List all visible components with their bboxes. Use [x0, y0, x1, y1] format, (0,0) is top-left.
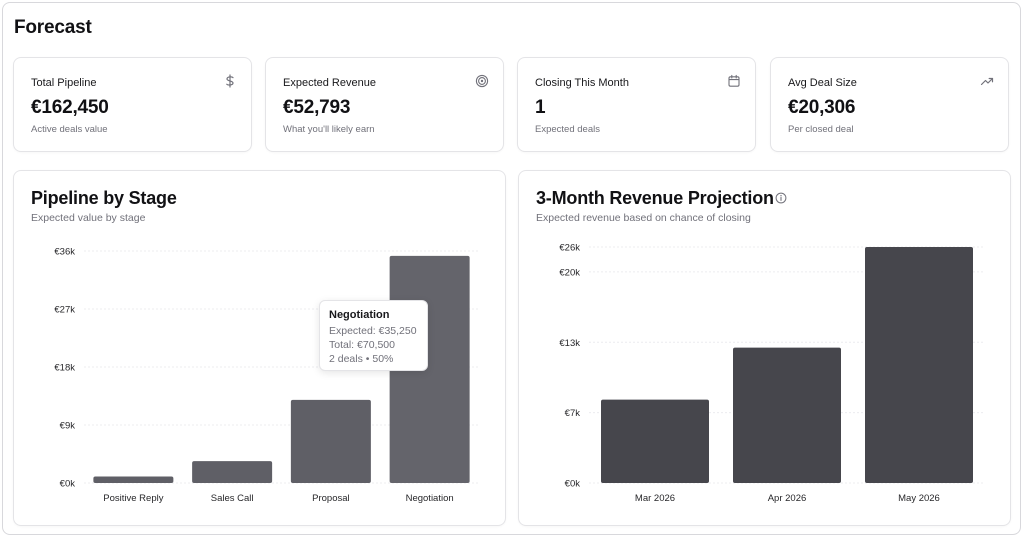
kpi-subtext: Active deals value: [31, 124, 108, 135]
x-tick-label: Mar 2026: [635, 493, 675, 504]
kpi-subtext: Expected deals: [535, 124, 600, 135]
chart-title: Pipeline by Stage: [31, 188, 177, 208]
y-tick-label: €7k: [565, 408, 581, 419]
kpi-card-closing-this-month: Closing This Month 1 Expected deals: [517, 57, 756, 152]
info-icon[interactable]: [775, 192, 787, 204]
calendar-icon: [728, 74, 740, 87]
revenue-bar-chart: €0k €7k €13k €20k €26k Mar 2026 Apr 2026 May 20…: [559, 243, 985, 504]
x-tick-label: Apr 2026: [768, 493, 807, 504]
kpi-subtext: What you'll likely earn: [283, 124, 375, 135]
bar-apr-2026[interactable]: [733, 347, 841, 483]
x-tick-label: Negotiation: [406, 493, 454, 504]
kpi-label: Total Pipeline: [31, 77, 97, 89]
y-tick-label: €9k: [60, 421, 76, 432]
kpi-value: 1: [535, 97, 546, 118]
y-tick-label: €18k: [54, 363, 75, 374]
bar-proposal[interactable]: [290, 399, 371, 483]
kpi-subtext: Per closed deal: [788, 124, 854, 135]
chart-subtitle: Expected revenue based on chance of clos…: [536, 212, 751, 224]
y-tick-label: €0k: [565, 479, 581, 490]
bar-may-2026[interactable]: [865, 247, 973, 483]
chart-subtitle: Expected value by stage: [31, 212, 146, 224]
kpi-card-expected-revenue: Expected Revenue €52,793 What you'll lik…: [265, 57, 504, 152]
bar-positive-reply[interactable]: [93, 476, 174, 483]
y-tick-label: €36k: [54, 247, 75, 258]
x-tick-label: Sales Call: [211, 493, 254, 504]
y-tick-label: €26k: [559, 243, 580, 254]
x-tick-label: May 2026: [898, 493, 940, 504]
y-tick-label: €20k: [559, 267, 580, 278]
y-tick-label: €0k: [60, 479, 76, 490]
tooltip-deals: 2 deals • 50%: [329, 353, 394, 365]
chart-title: 3-Month Revenue Projection: [536, 188, 774, 208]
page-title: Forecast: [14, 17, 92, 38]
kpi-label: Avg Deal Size: [788, 77, 857, 89]
kpi-value: €52,793: [283, 97, 351, 118]
x-tick-label: Positive Reply: [103, 493, 163, 504]
trending-up-icon: [980, 77, 994, 86]
kpi-card-avg-deal-size: Avg Deal Size €20,306 Per closed deal: [770, 57, 1009, 152]
y-tick-label: €27k: [54, 305, 75, 316]
kpi-value: €20,306: [788, 97, 856, 118]
bar-mar-2026[interactable]: [601, 399, 709, 483]
chart-tooltip: Negotiation Expected: €35,250 Total: €70…: [319, 300, 428, 371]
kpi-value: €162,450: [31, 97, 109, 118]
tooltip-expected: Expected: €35,250: [329, 325, 417, 337]
y-tick-label: €13k: [559, 338, 580, 349]
tooltip-title: Negotiation: [329, 309, 390, 321]
kpi-label: Closing This Month: [535, 77, 629, 89]
x-tick-label: Proposal: [312, 493, 350, 504]
kpi-label: Expected Revenue: [283, 77, 376, 89]
revenue-projection-card: 3-Month Revenue Projection Expected reve…: [518, 170, 1011, 526]
bar-sales-call[interactable]: [192, 461, 273, 483]
pipeline-bar-chart: €0k €9k €18k €27k €36k Positive Reply Sales Ca…: [54, 247, 479, 504]
tooltip-total: Total: €70,500: [329, 339, 395, 351]
target-icon: [475, 74, 489, 88]
pipeline-by-stage-card: Pipeline by Stage Expected value by stag…: [13, 170, 506, 526]
kpi-card-total-pipeline: Total Pipeline €162,450 Active deals val…: [13, 57, 252, 152]
dollar-icon: [226, 74, 234, 88]
